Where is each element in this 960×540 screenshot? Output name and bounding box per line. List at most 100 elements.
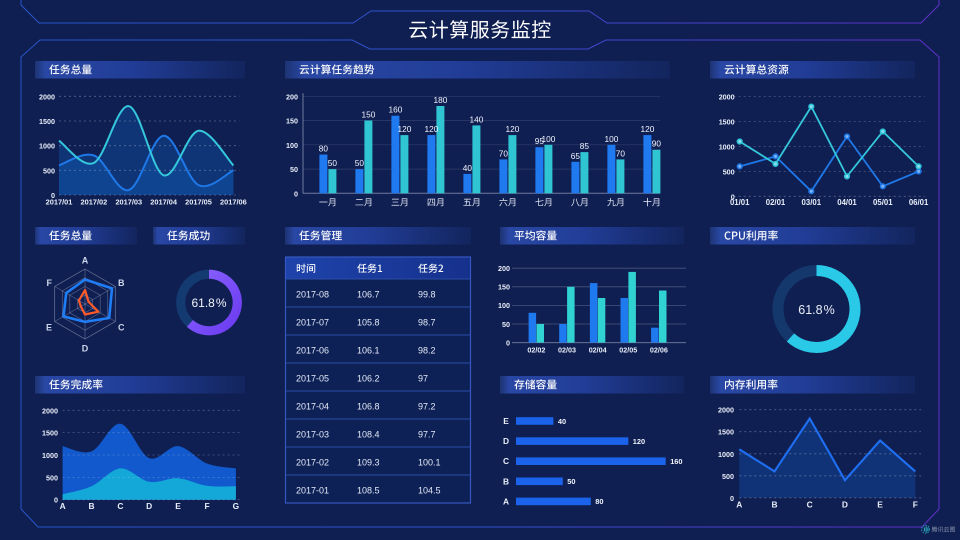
svg-text:120: 120 <box>640 124 654 134</box>
svg-text:2017-03: 2017-03 <box>296 430 329 440</box>
svg-text:2017/03: 2017/03 <box>115 198 142 207</box>
svg-text:85: 85 <box>580 141 590 151</box>
svg-text:2017/01: 2017/01 <box>46 198 73 207</box>
svg-text:C: C <box>503 456 509 466</box>
svg-text:1000: 1000 <box>718 450 734 459</box>
svg-text:F: F <box>913 500 918 510</box>
svg-text:99.8: 99.8 <box>418 290 436 300</box>
svg-text:2000: 2000 <box>718 406 734 415</box>
svg-text:61.8 %: 61.8 % <box>798 303 835 317</box>
svg-text:50: 50 <box>290 165 298 174</box>
svg-text:109.3: 109.3 <box>357 458 380 468</box>
svg-text:F: F <box>47 278 53 288</box>
svg-text:E: E <box>503 416 509 426</box>
svg-text:160: 160 <box>388 105 402 115</box>
svg-text:98.7: 98.7 <box>418 318 436 328</box>
svg-text:2017-01: 2017-01 <box>296 486 329 496</box>
svg-text:04/01: 04/01 <box>837 198 857 207</box>
svg-text:500: 500 <box>722 472 734 481</box>
svg-text:1500: 1500 <box>42 429 58 438</box>
svg-text:0: 0 <box>730 494 734 503</box>
svg-text:B: B <box>88 501 94 511</box>
svg-text:02/05: 02/05 <box>619 346 637 355</box>
svg-text:A: A <box>60 501 66 511</box>
svg-text:105.8: 105.8 <box>357 318 380 328</box>
svg-text:70: 70 <box>616 148 626 158</box>
svg-text:F: F <box>204 501 209 511</box>
svg-text:D: D <box>842 500 848 510</box>
svg-text:E: E <box>46 323 52 333</box>
svg-text:E: E <box>877 500 883 510</box>
svg-text:106.1: 106.1 <box>357 346 380 356</box>
svg-text:100: 100 <box>541 134 555 144</box>
svg-text:120: 120 <box>505 124 519 134</box>
svg-text:200: 200 <box>498 264 510 273</box>
svg-text:06/01: 06/01 <box>909 198 929 207</box>
svg-text:100: 100 <box>498 301 510 310</box>
svg-text:C: C <box>807 500 813 510</box>
svg-text:80: 80 <box>595 497 603 506</box>
svg-text:95: 95 <box>535 136 545 146</box>
svg-text:1500: 1500 <box>719 118 735 127</box>
svg-text:50: 50 <box>355 158 365 168</box>
svg-text:120: 120 <box>633 437 645 446</box>
svg-text:D: D <box>146 501 152 511</box>
svg-text:B: B <box>118 278 125 288</box>
svg-text:02/01: 02/01 <box>766 198 786 207</box>
svg-text:108.4: 108.4 <box>357 430 380 440</box>
svg-text:A: A <box>736 500 742 510</box>
svg-text:E: E <box>175 501 181 511</box>
svg-text:180: 180 <box>433 95 447 105</box>
svg-text:2017-07: 2017-07 <box>296 318 329 328</box>
svg-text:0: 0 <box>731 192 735 201</box>
svg-text:80: 80 <box>319 144 329 154</box>
svg-text:02/06: 02/06 <box>650 346 668 355</box>
svg-text:100.1: 100.1 <box>418 458 441 468</box>
svg-text:97.7: 97.7 <box>418 430 436 440</box>
svg-text:2017/06: 2017/06 <box>220 198 247 207</box>
svg-text:2000: 2000 <box>719 93 735 102</box>
svg-text:C: C <box>117 501 123 511</box>
svg-text:120: 120 <box>397 124 411 134</box>
svg-text:C: C <box>118 323 125 333</box>
svg-text:1500: 1500 <box>39 117 55 126</box>
svg-text:02/02: 02/02 <box>527 346 545 355</box>
svg-text:2017-05: 2017-05 <box>296 374 329 384</box>
svg-text:61.8 %: 61.8 % <box>191 296 226 310</box>
svg-text:150: 150 <box>361 110 375 120</box>
svg-text:2017/04: 2017/04 <box>150 198 178 207</box>
svg-text:90: 90 <box>652 139 662 149</box>
svg-text:D: D <box>82 344 89 354</box>
svg-text:2017-08: 2017-08 <box>296 290 329 300</box>
svg-text:0: 0 <box>294 189 298 198</box>
svg-text:2017/05: 2017/05 <box>185 198 212 207</box>
svg-text:106.8: 106.8 <box>357 402 380 412</box>
svg-text:03/01: 03/01 <box>802 198 822 207</box>
svg-text:150: 150 <box>498 283 510 292</box>
svg-text:2000: 2000 <box>39 92 55 101</box>
svg-text:100: 100 <box>286 141 298 150</box>
svg-text:500: 500 <box>723 167 735 176</box>
svg-text:65: 65 <box>571 151 581 161</box>
svg-text:2017-06: 2017-06 <box>296 346 329 356</box>
svg-text:02/03: 02/03 <box>558 346 576 355</box>
svg-text:0: 0 <box>51 191 55 200</box>
svg-text:108.5: 108.5 <box>357 486 380 496</box>
svg-text:97: 97 <box>418 374 428 384</box>
svg-text:120: 120 <box>424 124 438 134</box>
svg-text:70: 70 <box>499 148 509 158</box>
svg-text:50: 50 <box>567 477 575 486</box>
svg-text:A: A <box>82 256 89 266</box>
svg-text:100: 100 <box>604 134 618 144</box>
svg-text:A: A <box>503 496 509 506</box>
svg-text:106.2: 106.2 <box>357 374 380 384</box>
svg-text:02/04: 02/04 <box>589 346 607 355</box>
svg-text:50: 50 <box>502 320 510 329</box>
svg-text:B: B <box>771 500 777 510</box>
svg-text:D: D <box>503 436 509 446</box>
svg-text:500: 500 <box>43 166 55 175</box>
svg-text:2017-02: 2017-02 <box>296 458 329 468</box>
svg-text:0: 0 <box>54 496 58 505</box>
svg-text:98.2: 98.2 <box>418 346 436 356</box>
svg-text:160: 160 <box>670 457 682 466</box>
